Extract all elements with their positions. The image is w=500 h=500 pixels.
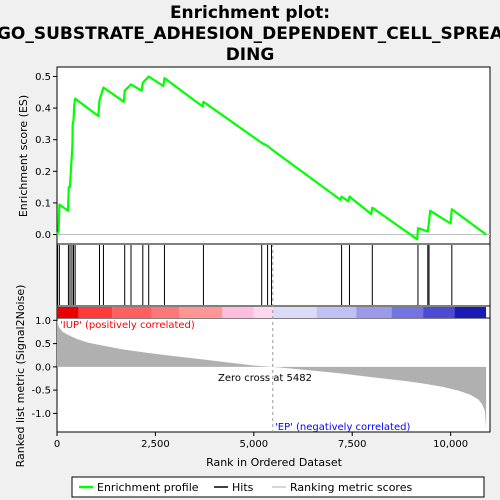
x-tick-label: 5,000 (239, 439, 268, 450)
heatbar-segment (222, 307, 254, 318)
es-tick-label: 0.3 (35, 135, 51, 146)
heatbar-segment (391, 307, 424, 318)
metric-tick-label: -0.5 (31, 386, 51, 397)
heatbar-segment (356, 307, 392, 318)
es-tick-label: 0.5 (35, 72, 51, 83)
es-panel (56, 66, 491, 245)
es-tick-label: 0.2 (35, 167, 51, 178)
metric-tick-label: 1.0 (35, 316, 51, 327)
chart-title-line-3: DING (226, 45, 275, 65)
heatbar-segment (151, 307, 180, 318)
heatbar-segment (454, 307, 487, 318)
heatbar-segment (316, 307, 357, 318)
legend-profile-label: Enrichment profile (97, 481, 199, 494)
x-axis-label: Rank in Ordered Dataset (206, 456, 343, 469)
es-tick-label: 0.0 (35, 230, 51, 241)
chart-title-line-1: Enrichment plot: (170, 3, 330, 23)
zero-cross-label: Zero cross at 5482 (218, 373, 312, 384)
heatbar-segment (112, 307, 152, 318)
x-tick-label: 0 (54, 439, 60, 450)
y-axis-label-metric: Ranked list metric (Signal2Noise) (14, 285, 27, 468)
neg-correlation-label: 'EP' (negatively correlated) (275, 422, 410, 433)
es-tick-label: 0.4 (35, 104, 51, 115)
legend-metric-label: Ranking metric scores (290, 481, 412, 494)
x-tick-label: 2,500 (141, 439, 170, 450)
y-axis-label-es: Enrichment score (ES) (17, 95, 30, 217)
es-tick-label: 0.1 (35, 198, 51, 209)
heatbar-segment (272, 307, 317, 318)
metric-tick-label: -1.0 (31, 409, 51, 420)
heatbar-segment (423, 307, 455, 318)
legend-hits-label: Hits (232, 481, 254, 494)
heatbar-segment (253, 307, 273, 318)
x-tick-label: 7,500 (338, 439, 367, 450)
pos-correlation-label: 'IUP' (positively correlated) (60, 320, 195, 331)
hits-panel (56, 243, 491, 307)
heatbar-segment (179, 307, 223, 318)
enrichment-profile-line (56, 75, 487, 241)
ranking-metric-area (57, 320, 487, 430)
heatbar-segment (78, 307, 113, 318)
metric-tick-label: 0.5 (35, 339, 51, 350)
x-tick-label: 10,000 (433, 439, 468, 450)
metric-tick-label: 0.0 (35, 362, 51, 373)
chart-title-line-2: GO_SUBSTRATE_ADHESION_DEPENDENT_CELL_SPR… (0, 24, 500, 44)
heatbar-segment (57, 307, 79, 318)
